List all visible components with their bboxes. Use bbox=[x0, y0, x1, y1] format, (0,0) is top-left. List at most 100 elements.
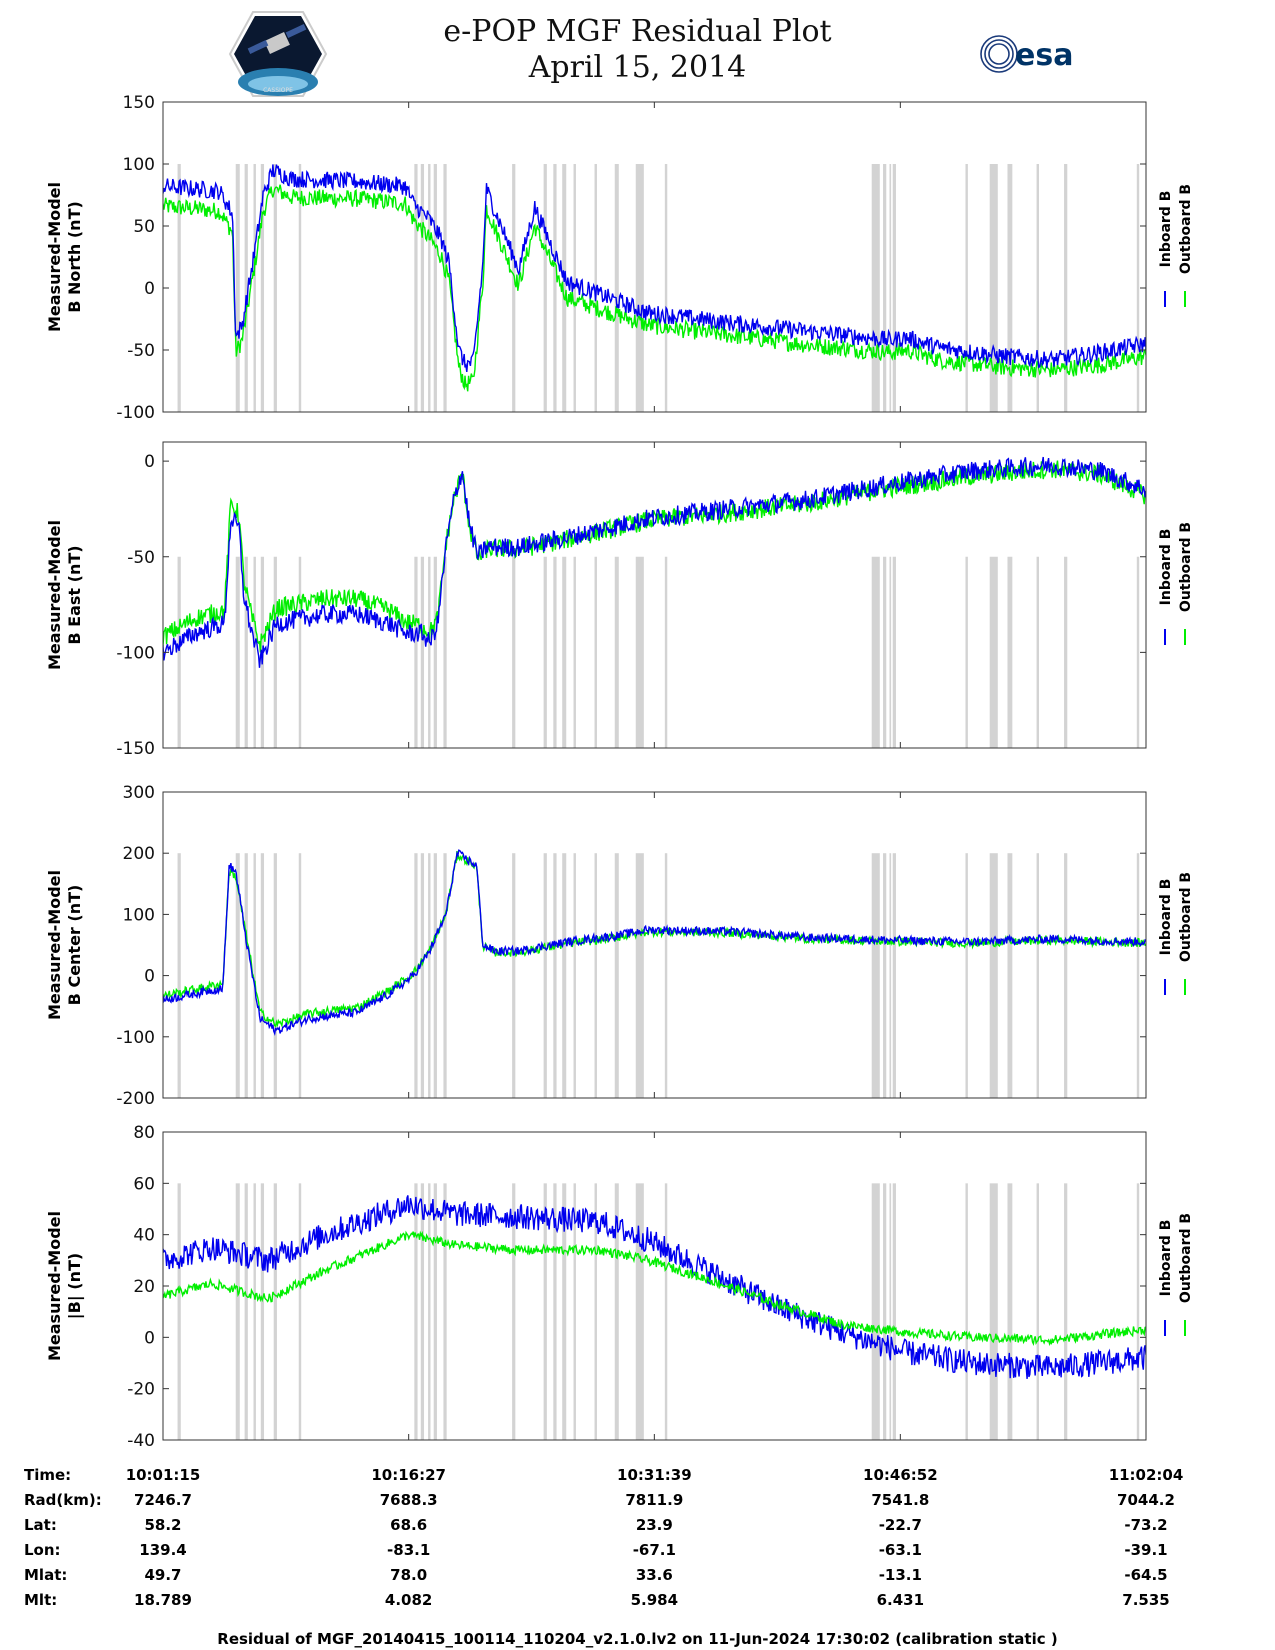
data-gap-band bbox=[889, 164, 892, 412]
data-gap-band bbox=[553, 164, 557, 412]
title-line-2: April 15, 2014 bbox=[528, 50, 747, 85]
y-tick-label: 80 bbox=[133, 1123, 155, 1143]
info-value: 23.9 bbox=[635, 1516, 673, 1534]
data-gap-band bbox=[235, 853, 240, 1098]
y-axis-label: Measured-ModelB Center (nT) bbox=[45, 870, 84, 1020]
data-gap-band bbox=[1064, 164, 1068, 412]
info-value: 6.431 bbox=[876, 1591, 925, 1609]
cassiope-mission-logo: CASSIOPE bbox=[228, 11, 328, 97]
data-gap-band bbox=[883, 1183, 887, 1440]
data-gap-band bbox=[433, 556, 437, 748]
info-value: 33.6 bbox=[635, 1566, 673, 1584]
info-value: 7541.8 bbox=[871, 1491, 930, 1509]
y-tick-label: 40 bbox=[133, 1226, 155, 1246]
y-tick-label: -50 bbox=[127, 548, 155, 568]
data-gap-band bbox=[414, 164, 418, 412]
y-tick-label: 60 bbox=[133, 1174, 155, 1194]
data-gap-band bbox=[573, 556, 576, 748]
info-value: 7.535 bbox=[1122, 1591, 1170, 1609]
data-gap-band bbox=[635, 556, 644, 748]
data-gap-band bbox=[433, 1183, 437, 1440]
y-tick-label: -40 bbox=[127, 1431, 155, 1450]
data-gap-band bbox=[562, 853, 567, 1098]
data-gap-band bbox=[1007, 164, 1013, 412]
data-gap-band bbox=[1007, 556, 1013, 748]
y-tick-label: 0 bbox=[144, 1328, 155, 1348]
data-gap-band bbox=[635, 164, 644, 412]
data-gap-band bbox=[594, 1183, 597, 1440]
data-gap-band bbox=[573, 853, 576, 1098]
info-value: 7811.9 bbox=[625, 1491, 684, 1509]
y-tick-label: 300 bbox=[123, 783, 155, 803]
data-gap-band bbox=[889, 1183, 892, 1440]
data-gap-band bbox=[1064, 853, 1068, 1098]
data-gap-band bbox=[989, 556, 998, 748]
y-axis-label: Measured-ModelB North (nT) bbox=[45, 182, 84, 332]
data-gap-band bbox=[512, 853, 516, 1098]
y-tick-label: 100 bbox=[123, 155, 155, 175]
data-gap-band bbox=[260, 1183, 265, 1440]
y-tick-label: -50 bbox=[127, 341, 155, 361]
data-gap-band bbox=[614, 1183, 619, 1440]
data-gap-band bbox=[989, 164, 998, 412]
y-tick-label: 150 bbox=[123, 93, 155, 113]
data-gap-band bbox=[1136, 1183, 1140, 1440]
data-gap-band bbox=[1007, 1183, 1013, 1440]
data-gap-band bbox=[594, 556, 597, 748]
info-value: 139.4 bbox=[139, 1541, 187, 1559]
y-tick-label: 0 bbox=[144, 279, 155, 299]
info-row: Mlat: 49.7 78.0 33.6 -13.1 -64.5 bbox=[0, 1566, 1275, 1590]
data-gap-band bbox=[664, 853, 668, 1098]
series-outboard bbox=[163, 850, 1146, 1029]
footer-caption: Residual of MGF_20140415_100114_110204_v… bbox=[217, 1630, 1058, 1648]
y-tick-label: -100 bbox=[116, 1028, 155, 1048]
data-gap-band bbox=[871, 164, 880, 412]
info-row: Time: 10:01:15 10:16:27 10:31:39 10:46:52 11:… bbox=[0, 1466, 1275, 1490]
data-gap-band bbox=[883, 164, 887, 412]
title-line-1: e-POP MGF Residual Plot bbox=[443, 14, 832, 49]
info-row-label: Rad(km): bbox=[24, 1491, 102, 1509]
data-gap-band bbox=[443, 164, 447, 412]
y-tick-label: 50 bbox=[133, 217, 155, 237]
data-gap-band bbox=[892, 1183, 896, 1440]
info-value: 10:46:52 bbox=[863, 1466, 938, 1484]
info-row: Lat: 58.2 68.6 23.9 -22.7 -73.2 bbox=[0, 1516, 1275, 1540]
panel-3: 300 200 100 0 -100 -200 Measured-ModelB Center… bbox=[45, 783, 1194, 1109]
data-gap-band bbox=[273, 556, 277, 748]
data-gap-band bbox=[889, 853, 892, 1098]
data-gap-band bbox=[273, 164, 277, 412]
data-gap-band bbox=[989, 1183, 998, 1440]
data-gap-band bbox=[543, 556, 547, 748]
data-gap-band bbox=[543, 164, 547, 412]
plot-frame bbox=[162, 1131, 1147, 1441]
data-gap-band bbox=[614, 164, 619, 412]
series-inboard bbox=[163, 849, 1146, 1036]
data-gap-band bbox=[553, 853, 557, 1098]
y-tick-label: -200 bbox=[116, 1089, 155, 1109]
data-gap-band bbox=[177, 164, 181, 412]
data-gap-band bbox=[573, 1183, 576, 1440]
info-value: 7246.7 bbox=[134, 1491, 192, 1509]
data-gap-band bbox=[253, 853, 256, 1098]
data-gap-band bbox=[543, 1183, 547, 1440]
data-gap-band bbox=[298, 164, 302, 412]
data-gap-band bbox=[871, 1183, 880, 1440]
info-value: 7044.2 bbox=[1117, 1491, 1175, 1509]
data-gap-band bbox=[892, 164, 896, 412]
info-value: 11:02:04 bbox=[1108, 1466, 1184, 1484]
esa-logo: esa bbox=[980, 35, 1073, 73]
data-gap-band bbox=[965, 1183, 968, 1440]
data-gap-band bbox=[443, 1183, 447, 1440]
info-value: 5.984 bbox=[630, 1591, 679, 1609]
data-gap-band bbox=[443, 556, 447, 748]
data-gap-band bbox=[253, 164, 256, 412]
info-value: -63.1 bbox=[878, 1541, 922, 1559]
data-gap-band bbox=[235, 1183, 240, 1440]
data-gap-band bbox=[664, 556, 668, 748]
data-gap-band bbox=[1036, 853, 1040, 1098]
data-gap-band bbox=[664, 1183, 668, 1440]
info-value: 10:01:15 bbox=[125, 1466, 201, 1484]
data-gap-band bbox=[177, 1183, 181, 1440]
series-outboard bbox=[163, 184, 1146, 392]
info-value: 10:31:39 bbox=[617, 1466, 692, 1484]
